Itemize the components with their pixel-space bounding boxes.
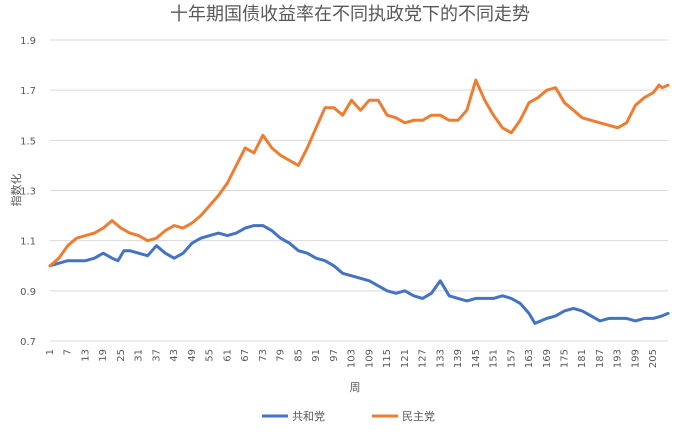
y-tick-labels: 0.7 0.9 1.1 1.3 1.5 1.7 1.9 — [20, 36, 36, 348]
x-tick-label: 151 — [489, 349, 500, 368]
y-tick-label: 0.9 — [20, 287, 36, 298]
x-tick-label: 85 — [293, 349, 304, 362]
x-tick-label: 31 — [134, 349, 145, 362]
grid-lines — [50, 39, 668, 342]
x-tick-label: 97 — [329, 349, 340, 362]
legend: 共和党 民主党 — [262, 410, 435, 423]
x-tick-labels: 1 7 13 19 25 31 37 43 49 55 61 67 73 79 85 91 97 103 109 11… — [45, 349, 659, 368]
x-tick-label: 205 — [648, 349, 659, 368]
x-tick-label: 43 — [169, 349, 180, 362]
y-tick-label: 1.9 — [20, 36, 36, 47]
legend-label-0: 共和党 — [292, 410, 325, 423]
x-tick-label: 49 — [187, 349, 198, 362]
x-tick-label: 109 — [364, 349, 375, 368]
series-line-0 — [48, 224, 670, 325]
x-tick-label: 103 — [347, 349, 358, 368]
x-axis-label: 周 — [350, 381, 361, 394]
x-tick-label: 157 — [506, 349, 517, 368]
y-axis-label: 指数化 — [9, 174, 23, 207]
x-tick-label: 115 — [382, 349, 393, 368]
x-tick-label: 139 — [453, 349, 464, 368]
x-tick-label: 37 — [151, 349, 162, 362]
series-line-1 — [48, 78, 670, 268]
x-tick-label: 25 — [116, 349, 127, 362]
x-tick-label: 127 — [418, 349, 429, 368]
x-tick-label: 73 — [258, 349, 269, 362]
x-tick-label: 55 — [205, 349, 216, 362]
y-tick-label: 1.1 — [20, 237, 36, 248]
y-tick-label: 0.7 — [20, 337, 36, 348]
y-tick-label: 1.3 — [20, 187, 36, 198]
series-lines — [48, 78, 670, 325]
x-tick-label: 187 — [595, 349, 606, 368]
x-tick-label: 175 — [560, 349, 571, 368]
y-tick-label: 1.7 — [20, 86, 36, 97]
x-tick-label: 145 — [471, 349, 482, 368]
x-tick-label: 67 — [240, 349, 251, 362]
x-tick-label: 1 — [45, 349, 56, 355]
x-tick-label: 193 — [613, 349, 624, 368]
legend-label-1: 民主党 — [402, 410, 435, 423]
x-tick-label: 181 — [577, 349, 588, 368]
x-tick-label: 169 — [542, 349, 553, 368]
x-tick-label: 163 — [524, 349, 535, 368]
x-tick-label: 19 — [98, 349, 109, 362]
x-tick-label: 133 — [435, 349, 446, 368]
x-tick-label: 7 — [63, 349, 74, 355]
x-tick-label: 91 — [311, 349, 322, 362]
x-tick-label: 199 — [630, 349, 641, 368]
x-tick-label: 61 — [222, 349, 233, 362]
x-tick-label: 121 — [400, 349, 411, 368]
chart-title: 十年期国债收益率在不同执政党下的不同走势 — [170, 4, 530, 25]
x-tick-label: 13 — [80, 349, 91, 362]
y-tick-label: 1.5 — [20, 136, 36, 147]
x-tick-label: 79 — [276, 349, 287, 362]
